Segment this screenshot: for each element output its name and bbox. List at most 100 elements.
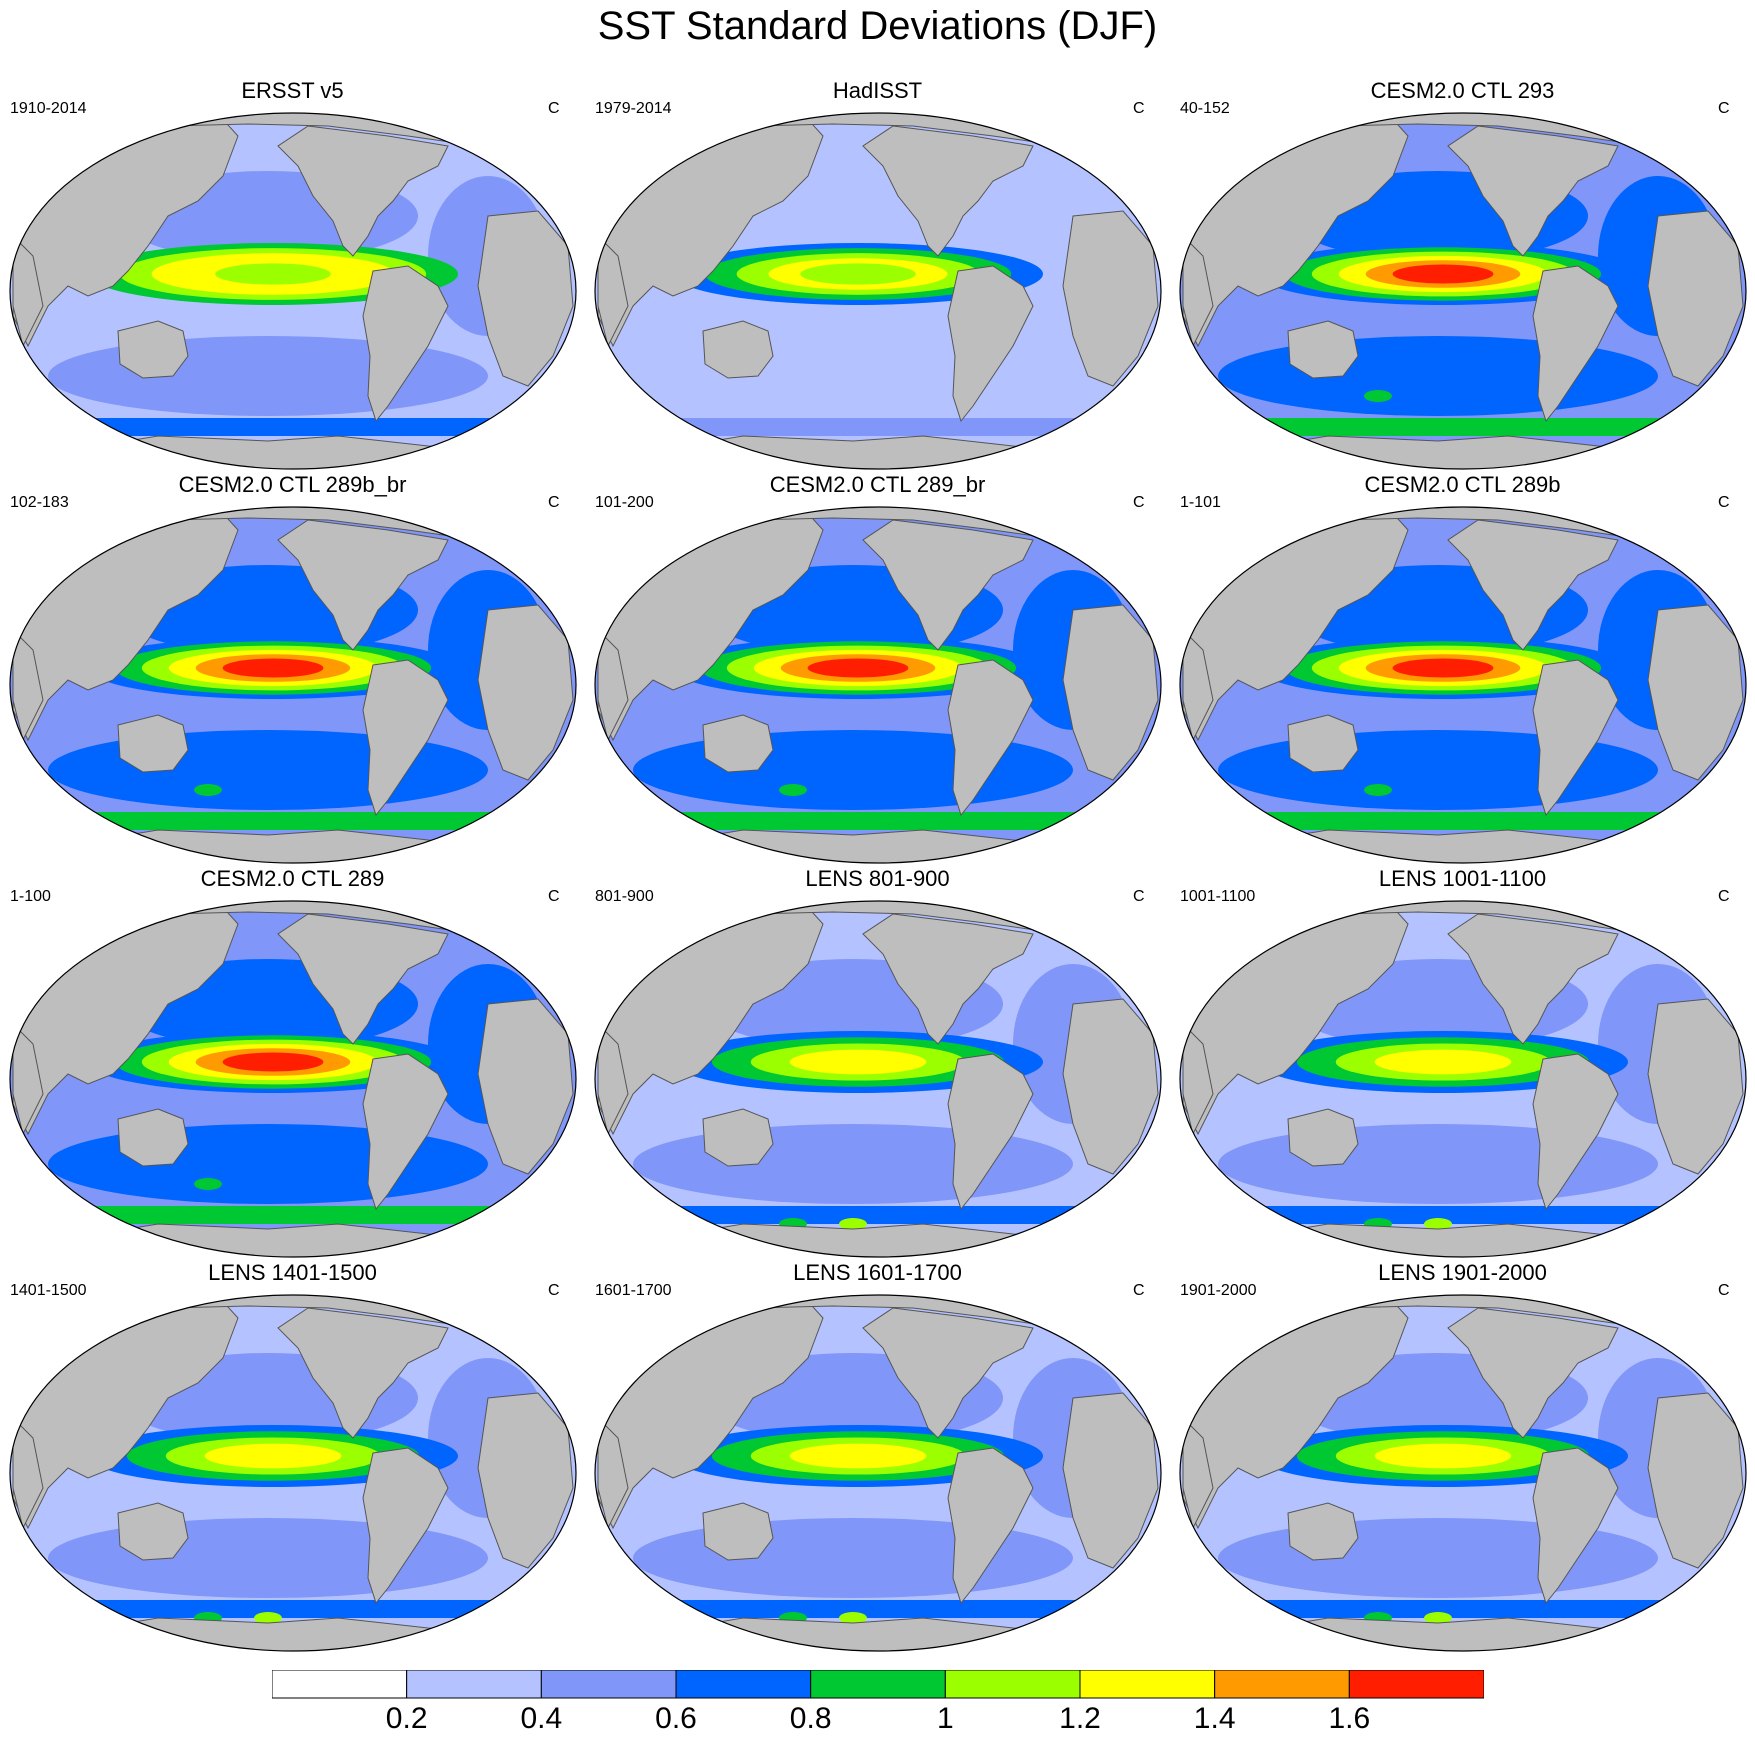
land-mass bbox=[1182, 1416, 1214, 1530]
enso-contour bbox=[222, 658, 324, 678]
map-panel: CESM2.0 CTL 289_br 101-200 C bbox=[585, 472, 1170, 872]
land-mass bbox=[277, 125, 449, 257]
land-mass bbox=[1182, 1022, 1214, 1136]
land-mass bbox=[1182, 628, 1214, 742]
colorbar-segment bbox=[675, 1670, 812, 1699]
sst-map bbox=[1179, 506, 1747, 864]
hotspot bbox=[194, 784, 222, 796]
sst-map bbox=[9, 900, 577, 1258]
southern-ocean-strip bbox=[595, 1600, 1161, 1618]
enso-contour bbox=[789, 1049, 927, 1075]
map-panel: ERSST v5 1910-2014 C bbox=[0, 78, 585, 478]
panel-units: C bbox=[1718, 888, 1730, 905]
panel-units: C bbox=[548, 100, 560, 117]
land-mass bbox=[597, 1416, 629, 1530]
land-mass bbox=[1287, 1502, 1359, 1561]
southern-ocean-strip bbox=[595, 1206, 1161, 1224]
land-mass bbox=[277, 519, 449, 651]
panel-units: C bbox=[1718, 1282, 1730, 1299]
colorbar-tick-label: 1.4 bbox=[1193, 1702, 1236, 1735]
colorbar-tick-label: 1.6 bbox=[1328, 1702, 1371, 1735]
map-panel: HadISST 1979-2014 C bbox=[585, 78, 1170, 478]
colorbar-tick-label: 0.2 bbox=[385, 1702, 428, 1735]
land-mass bbox=[1647, 604, 1744, 781]
panel-period: 1001-1100 bbox=[1180, 888, 1256, 905]
land-mass bbox=[947, 265, 1034, 423]
panel-units: C bbox=[1133, 888, 1145, 905]
hotspot bbox=[1364, 390, 1392, 402]
land-mass bbox=[1532, 1447, 1619, 1605]
land-mass bbox=[702, 714, 774, 773]
southern-ocean-strip bbox=[595, 812, 1161, 830]
land-mass bbox=[12, 1416, 44, 1530]
panel-period: 1901-2000 bbox=[1180, 1282, 1257, 1299]
land-mass bbox=[1447, 519, 1619, 651]
panel-period: 801-900 bbox=[595, 888, 654, 905]
map-outline bbox=[9, 1294, 577, 1652]
map-outline bbox=[9, 900, 577, 1258]
panel-title: CESM2.0 CTL 289b bbox=[1364, 472, 1561, 497]
map-outline bbox=[594, 112, 1162, 470]
sst-map bbox=[9, 1294, 577, 1652]
map-outline bbox=[1179, 506, 1747, 864]
southern-ocean-strip bbox=[1180, 1206, 1746, 1224]
southern-ocean-strip bbox=[1180, 418, 1746, 436]
colorbar-tick-label: 0.4 bbox=[520, 1702, 563, 1735]
colorbar-segment bbox=[1348, 1670, 1484, 1699]
land-mass bbox=[362, 1447, 449, 1605]
panel-units: C bbox=[548, 888, 560, 905]
land-mass bbox=[1182, 234, 1214, 348]
land-mass bbox=[862, 125, 1034, 257]
southern-ocean-strip bbox=[595, 418, 1161, 436]
land-mass bbox=[1447, 125, 1619, 257]
land-mass bbox=[1647, 210, 1744, 387]
land-mass bbox=[702, 320, 774, 379]
colorbar-segment bbox=[1214, 1670, 1350, 1699]
panel-title: ERSST v5 bbox=[241, 78, 344, 103]
panel-period: 40-152 bbox=[1180, 100, 1230, 117]
land-mass bbox=[12, 1022, 44, 1136]
colorbar-segment bbox=[272, 1670, 408, 1699]
panel-period: 102-183 bbox=[10, 494, 69, 511]
colorbar-segment bbox=[1079, 1670, 1216, 1699]
hotspot bbox=[879, 814, 907, 826]
colorbar-tick-label: 0.8 bbox=[789, 1702, 832, 1735]
hotspot bbox=[1424, 1612, 1452, 1624]
land-mass bbox=[362, 265, 449, 423]
land-mass bbox=[477, 210, 574, 387]
colorbar-segment bbox=[944, 1670, 1081, 1699]
land-mass bbox=[702, 1108, 774, 1167]
panel-period: 1-101 bbox=[1180, 494, 1221, 511]
map-panel: CESM2.0 CTL 293 40-152 C bbox=[1170, 78, 1755, 478]
sst-map bbox=[594, 1294, 1162, 1652]
land-mass bbox=[477, 998, 574, 1175]
panel-title: CESM2.0 CTL 289b_br bbox=[178, 472, 407, 497]
colorbar-segment bbox=[406, 1670, 542, 1699]
land-mass bbox=[862, 913, 1034, 1045]
colorbar-segment bbox=[810, 1670, 946, 1699]
hotspot bbox=[839, 1612, 867, 1624]
hotspot bbox=[839, 1218, 867, 1230]
map-outline bbox=[1179, 900, 1747, 1258]
panel-period: 1979-2014 bbox=[595, 100, 672, 117]
sst-map bbox=[1179, 900, 1747, 1258]
sst-map bbox=[594, 112, 1162, 470]
colorbar-tick-label: 1.2 bbox=[1059, 1702, 1101, 1735]
map-panel: CESM2.0 CTL 289b 1-101 C bbox=[1170, 472, 1755, 872]
land-mass bbox=[1062, 210, 1159, 387]
panel-period: 1910-2014 bbox=[10, 100, 87, 117]
land-mass bbox=[1287, 1108, 1359, 1167]
hotspot bbox=[254, 1612, 282, 1624]
land-mass bbox=[117, 320, 189, 379]
hotspot bbox=[1424, 1218, 1452, 1230]
land-mass bbox=[1532, 1053, 1619, 1211]
panel-units: C bbox=[548, 1282, 560, 1299]
map-panel: LENS 1401-1500 1401-1500 C bbox=[0, 1260, 585, 1660]
hotspot bbox=[1464, 420, 1492, 432]
land-mass bbox=[117, 714, 189, 773]
enso-contour bbox=[807, 658, 909, 678]
colorbar-segment bbox=[540, 1670, 677, 1699]
colorbar-tick-label: 1 bbox=[936, 1702, 954, 1735]
map-panel: CESM2.0 CTL 289 1-100 C bbox=[0, 866, 585, 1266]
sst-map bbox=[9, 112, 577, 470]
